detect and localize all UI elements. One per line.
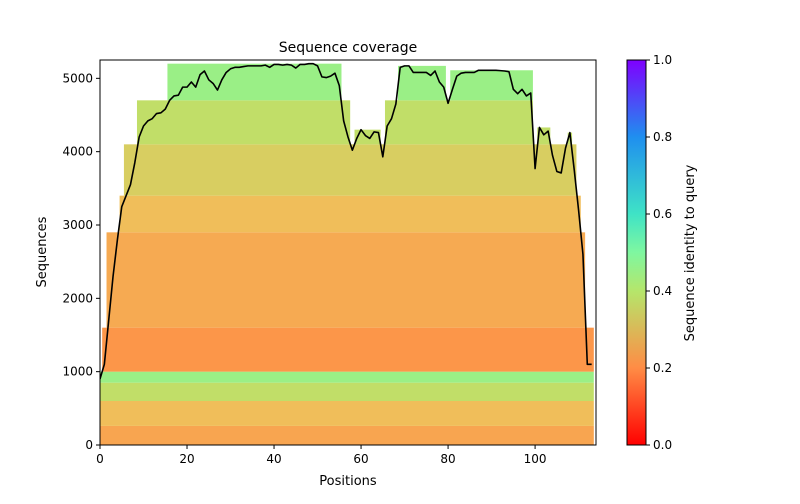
y-tick-label: 4000 [62,145,93,159]
identity-band-9 [450,70,533,101]
colorbar-gradient [626,59,647,446]
chart-title: Sequence coverage [279,40,418,56]
colorbar-tick-label: 0.2 [653,361,672,375]
plot-frame [99,59,597,446]
x-tick-label: 60 [353,452,368,466]
colorbar-tick-label: 1.0 [653,53,672,67]
x-tick-label: 0 [96,452,104,466]
y-tick-label: 0 [85,438,93,452]
identity-band-4 [102,327,594,372]
y-tick-label: 5000 [62,71,93,85]
x-tick-label: 40 [266,452,281,466]
y-tick-label: 3000 [62,218,93,232]
identity-band-9 [167,63,342,101]
identity-band-8 [384,100,533,145]
coverage-line [100,62,592,380]
x-tick-label: 20 [179,452,194,466]
x-tick-label: 80 [440,452,455,466]
identity-band-2 [100,382,594,401]
colorbar-tick-label: 0.6 [653,207,672,221]
colorbar-tick-label: 0.8 [653,130,672,144]
identity-band-0 [100,425,594,445]
y-tick-label: 2000 [62,291,93,305]
x-axis: 0 20 40 60 80 100 [96,445,547,466]
colorbar-label: Sequence identity to query [683,164,698,341]
identity-band-5 [106,232,586,328]
y-axis-label: Sequences [35,216,50,287]
identity-band-9 [398,65,446,101]
identity-band-7 [123,144,577,196]
x-tick-label: 100 [524,452,547,466]
colorbar-tick-label: 0.0 [653,438,672,452]
identity-band-1 [100,401,594,426]
y-tick-label: 1000 [62,365,93,379]
colorbar-tick-label: 0.4 [653,284,672,298]
identity-band-6 [119,195,581,233]
coverage-line-layer [100,62,592,380]
colorbar: 0.0 0.2 0.4 0.6 0.8 1.0 Sequence identity to … [626,53,698,452]
coverage-heatmap [100,63,594,445]
x-axis-label: Positions [319,474,377,489]
identity-band-8 [136,100,351,145]
plot-area [99,59,597,446]
y-axis: 0 1000 2000 3000 4000 5000 [62,71,100,452]
identity-band-3 [100,371,594,383]
